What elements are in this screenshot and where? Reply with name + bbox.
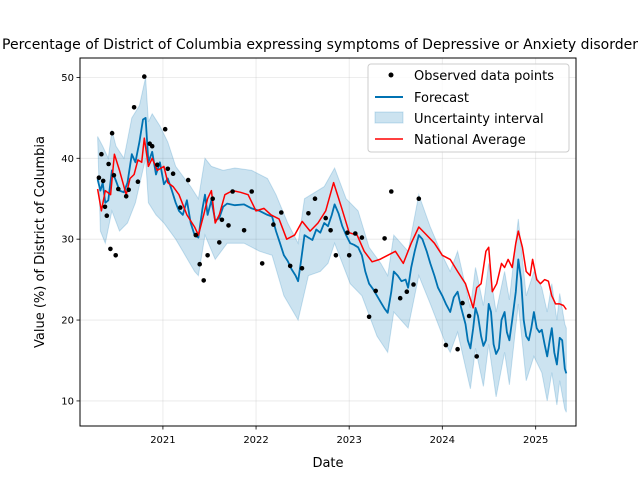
observed-point [185, 177, 191, 183]
observed-point [135, 179, 141, 184]
observed-point [259, 261, 265, 266]
observed-point [96, 175, 102, 180]
legend-uncertainty-swatch [374, 111, 404, 124]
legend-observed-marker [388, 72, 394, 78]
observed-point [411, 282, 416, 287]
x-axis-ticks: 2021 2022 2023 2024 2025 [150, 426, 548, 446]
observed-point [353, 231, 358, 236]
observed-point [193, 232, 199, 238]
observed-point [106, 161, 111, 167]
observed-point [142, 74, 147, 79]
observed-point [382, 236, 387, 241]
observed-point [109, 130, 115, 136]
observed-point [279, 210, 284, 215]
observed-point [126, 187, 131, 193]
national-average-line [96, 137, 567, 310]
legend: Observed data points Forecast Uncertaint… [367, 63, 570, 153]
y-tick-label: 30 [61, 235, 74, 246]
x-axis-label: Date [312, 456, 343, 471]
observed-point [170, 171, 176, 176]
x-tick-label: 2023 [336, 435, 361, 446]
observed-point [460, 300, 465, 306]
legend-box [367, 63, 570, 153]
observed-point [323, 215, 329, 221]
x-tick-label: 2022 [243, 435, 268, 446]
observed-point [162, 126, 168, 132]
uncertainty-band-layer [97, 77, 567, 413]
observed-point [373, 288, 379, 294]
observed-point [99, 151, 104, 157]
legend-forecast-label: Forecast [414, 91, 469, 106]
observed-point [116, 186, 121, 192]
observed-point [287, 263, 293, 269]
observed-point [123, 194, 129, 199]
observed-point [197, 261, 202, 267]
observed-point [104, 213, 110, 218]
observed-point [210, 196, 215, 201]
x-tick-label: 2024 [430, 435, 455, 446]
observed-point [113, 253, 118, 258]
observed-point [241, 228, 247, 233]
legend-national-label: National Average [414, 133, 526, 148]
observed-point [271, 222, 276, 227]
observed-point [155, 162, 160, 168]
legend-uncertainty-label: Uncertainty interval [414, 112, 544, 127]
plot-frame [79, 57, 577, 427]
observed-point [359, 235, 365, 240]
observed-point [455, 346, 460, 352]
observed-point [165, 166, 171, 172]
observed-point [178, 205, 183, 210]
observed-point [389, 189, 394, 194]
observed-point [201, 278, 206, 283]
observed-point [366, 314, 372, 320]
observed-point [416, 196, 422, 201]
observed-point [328, 228, 333, 233]
y-axis-ticks: 10 20 30 40 50 [61, 73, 80, 407]
y-axis-label: Value (%) of District of Columbia [33, 136, 48, 348]
x-tick-label: 2021 [150, 435, 175, 446]
observed-point [404, 289, 410, 295]
observed-point [205, 253, 210, 258]
y-tick-label: 20 [61, 316, 74, 327]
observed-point [219, 217, 225, 223]
observed-point [474, 354, 480, 359]
x-tick-label: 2025 [523, 435, 548, 446]
observed-point [131, 105, 137, 110]
observed-point [346, 253, 352, 258]
y-tick-label: 40 [61, 154, 74, 165]
observed-point [312, 196, 318, 201]
y-tick-label: 50 [61, 73, 74, 84]
observed-point [226, 223, 231, 228]
observed-point [466, 313, 472, 319]
observed-point [299, 266, 305, 271]
forecast-layer [96, 117, 568, 374]
observed-point [230, 189, 235, 194]
observed-point [108, 246, 113, 252]
observed-point [249, 189, 254, 194]
observed-point [397, 295, 403, 301]
uncertainty-band [97, 77, 567, 413]
legend-observed-label: Observed data points [414, 69, 554, 84]
observed-point [217, 240, 222, 245]
observed-point [306, 211, 311, 216]
observed-point [149, 143, 155, 149]
observed-point [345, 230, 350, 235]
observed-point [333, 253, 339, 258]
observed-point [100, 178, 106, 184]
forecast-line [96, 117, 568, 374]
observed-point [102, 204, 108, 210]
national-average-layer [96, 137, 567, 310]
observed-points-layer [96, 74, 480, 359]
y-tick-label: 10 [61, 396, 74, 407]
chart-title: Percentage of District of Columbia expre… [2, 37, 638, 53]
observed-point [443, 342, 449, 348]
observed-point [111, 173, 117, 178]
